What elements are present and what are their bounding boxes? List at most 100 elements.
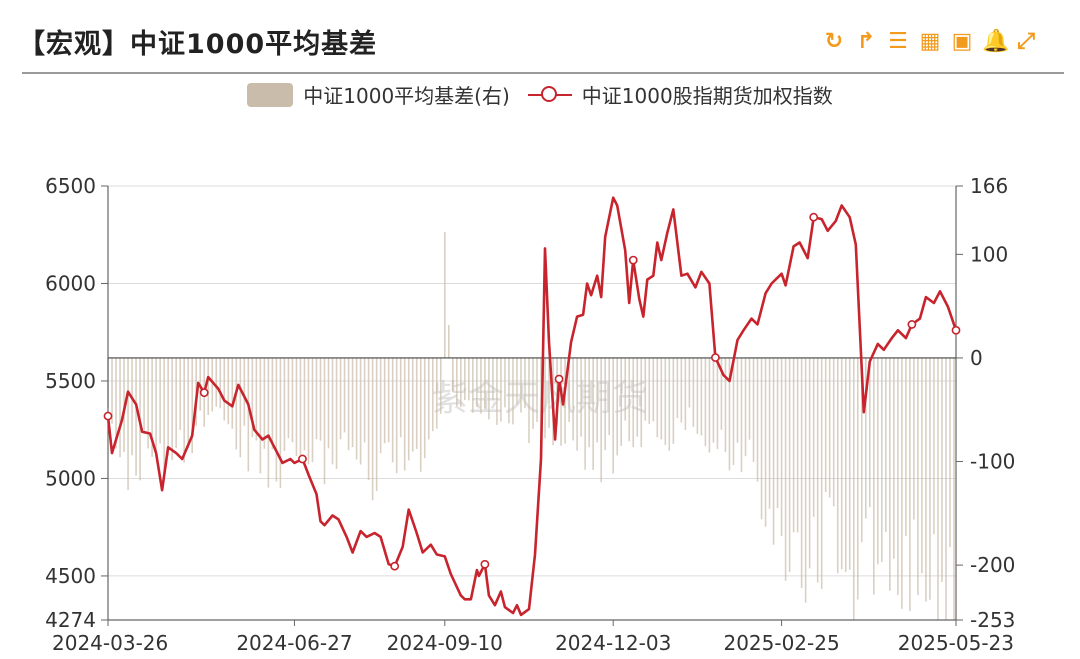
basis-bar bbox=[131, 357, 133, 456]
basis-bar bbox=[319, 357, 322, 441]
index-marker bbox=[480, 559, 490, 569]
basis-bar bbox=[367, 357, 370, 480]
basis-bar bbox=[191, 357, 193, 454]
chart-legend: 中证1000平均基差(右) 中证1000股指期货加权指数 bbox=[0, 80, 1080, 109]
y-left-tick-label: 6000 bbox=[45, 271, 96, 295]
table-icon[interactable]: ▦ bbox=[919, 29, 941, 54]
basis-bar bbox=[407, 357, 410, 461]
basis-bar bbox=[488, 357, 490, 420]
basis-bar bbox=[933, 357, 935, 535]
basis-bar bbox=[151, 357, 153, 457]
bell-icon[interactable]: 🔔 bbox=[982, 29, 1010, 54]
basis-bar bbox=[439, 357, 442, 414]
x-tick-label: 2024-12-03 bbox=[555, 631, 671, 655]
basis-bar bbox=[905, 357, 907, 537]
basis-bar bbox=[945, 357, 947, 620]
basis-bar bbox=[419, 357, 422, 472]
basis-bar bbox=[808, 357, 811, 569]
basis-bar bbox=[135, 357, 137, 476]
basis-bar bbox=[476, 357, 478, 408]
basis-bar bbox=[901, 357, 903, 609]
image-icon[interactable]: ▣ bbox=[951, 29, 973, 54]
basis-bar bbox=[247, 357, 250, 472]
basis-bar bbox=[780, 357, 783, 536]
basis-bar bbox=[415, 357, 418, 449]
basis-bar bbox=[347, 357, 350, 451]
basis-bar bbox=[881, 357, 883, 563]
basis-bar bbox=[359, 357, 362, 465]
basis-bar bbox=[937, 357, 939, 620]
y-left-tick-label: 4500 bbox=[45, 564, 96, 588]
basis-bar bbox=[929, 357, 931, 600]
basis-bar bbox=[660, 357, 663, 440]
basis-bar bbox=[576, 357, 578, 451]
basis-bar bbox=[375, 357, 378, 492]
basis-bar bbox=[692, 357, 695, 427]
basis-bar bbox=[435, 357, 438, 429]
basis-bar bbox=[155, 357, 157, 453]
basis-bar bbox=[632, 357, 635, 448]
basis-bar bbox=[676, 357, 679, 419]
basis-bar bbox=[287, 357, 290, 439]
index-marker bbox=[907, 320, 917, 329]
basis-bar bbox=[740, 357, 743, 473]
basis-bar bbox=[917, 357, 919, 596]
basis-bar bbox=[672, 357, 675, 444]
basis-bar bbox=[644, 357, 647, 421]
basis-bar bbox=[620, 357, 623, 446]
share-icon[interactable]: ↱ bbox=[856, 29, 876, 54]
y-left-tick-label: 5000 bbox=[45, 466, 96, 490]
basis-bar bbox=[223, 357, 226, 421]
y-right-tick-label: 0 bbox=[970, 346, 983, 370]
x-tick-label: 2024-03-26 bbox=[52, 631, 168, 655]
legend-item-basis[interactable]: 中证1000平均基差(右) bbox=[247, 80, 510, 109]
basis-bar bbox=[532, 357, 534, 429]
chart-toolbar: ↻ ↱ ☰ ▦ ▣ 🔔 ⤢ bbox=[822, 30, 1038, 54]
basis-bar bbox=[844, 357, 847, 573]
basis-bar bbox=[443, 231, 446, 358]
basis-bar bbox=[299, 357, 302, 455]
basis-bar bbox=[363, 357, 366, 443]
basis-bar bbox=[748, 357, 751, 440]
basis-bar bbox=[175, 357, 177, 448]
refresh-icon[interactable]: ↻ bbox=[824, 29, 844, 54]
basis-bar bbox=[271, 357, 274, 450]
basis-bar bbox=[868, 357, 871, 508]
basis-bar bbox=[877, 357, 879, 565]
index-marker bbox=[951, 325, 961, 335]
basis-bar bbox=[640, 357, 643, 448]
basis-bar bbox=[885, 357, 887, 533]
basis-bar bbox=[307, 357, 310, 465]
basis-bar bbox=[331, 357, 334, 465]
basis-bar bbox=[788, 357, 791, 573]
list-icon[interactable]: ☰ bbox=[888, 29, 908, 54]
fullscreen-icon[interactable]: ⤢ bbox=[1017, 29, 1035, 54]
basis-bar bbox=[668, 357, 671, 451]
basis-bar bbox=[860, 357, 863, 543]
basis-bar bbox=[484, 357, 486, 409]
basis-bar bbox=[592, 357, 594, 470]
basis-bar bbox=[187, 357, 189, 449]
basis-bar bbox=[460, 357, 462, 408]
basis-bar bbox=[371, 357, 374, 501]
basis-bar bbox=[520, 357, 522, 413]
basis-bar bbox=[159, 357, 161, 444]
title-divider bbox=[22, 72, 1064, 74]
basis-bar bbox=[596, 357, 598, 443]
basis-bar bbox=[852, 357, 855, 620]
basis-bar bbox=[456, 357, 458, 407]
basis-bar bbox=[243, 357, 246, 426]
basis-bar bbox=[616, 357, 619, 456]
basis-bar bbox=[584, 357, 586, 470]
legend-item-index[interactable]: 中证1000股指期货加权指数 bbox=[527, 80, 833, 109]
basis-bar bbox=[652, 357, 655, 422]
basis-bar bbox=[588, 357, 590, 448]
basis-bar bbox=[925, 357, 927, 602]
basis-bar bbox=[335, 357, 338, 469]
basis-bar bbox=[283, 357, 286, 451]
legend-swatch-line bbox=[527, 83, 572, 107]
basis-bar bbox=[431, 357, 434, 432]
basis-bar bbox=[327, 357, 330, 449]
basis-bar bbox=[536, 357, 538, 423]
basis-bar bbox=[832, 357, 835, 507]
